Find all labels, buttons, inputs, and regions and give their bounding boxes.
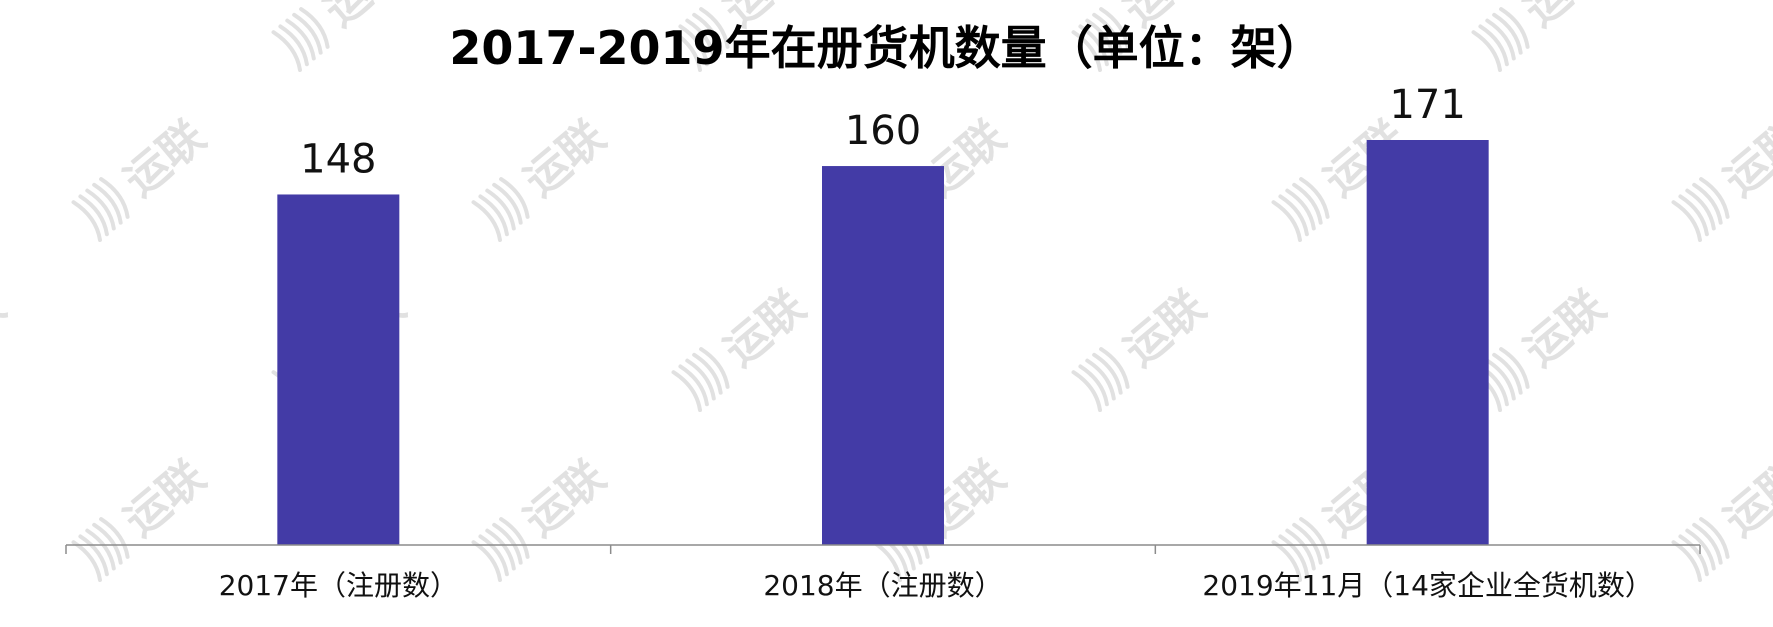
- category-label: 2019年11月（14家企业全货机数）: [1202, 569, 1653, 602]
- yunlian-logo-icon: [471, 177, 530, 242]
- watermark: 运联: [471, 111, 615, 242]
- yunlian-logo-icon: [1671, 177, 1730, 242]
- watermark: 运联: [71, 111, 215, 242]
- watermark: 运联: [471, 451, 615, 582]
- watermark: 运联: [1671, 111, 1773, 242]
- watermark-text: 运联: [0, 281, 15, 377]
- watermark-text: 运联: [715, 281, 815, 377]
- x-axis: [65, 544, 1701, 554]
- yunlian-logo-icon: [471, 517, 530, 582]
- category-label: 2018年（注册数）: [763, 569, 1002, 602]
- yunlian-logo-icon: [671, 7, 730, 72]
- yunlian-logo-icon: [1071, 7, 1130, 72]
- yunlian-logo-icon: [1071, 347, 1130, 412]
- watermark-text: 运联: [0, 0, 15, 37]
- watermark: 运联: [0, 281, 15, 377]
- watermark-text: 运联: [515, 111, 615, 207]
- yunlian-logo-icon: [671, 347, 730, 412]
- watermark-text: 运联: [1115, 281, 1215, 377]
- bars-group: [277, 140, 1489, 546]
- data-label: 171: [1389, 82, 1465, 128]
- yunlian-logo-icon: [1471, 7, 1530, 72]
- bar: [822, 166, 944, 546]
- watermark-text: 运联: [115, 451, 215, 547]
- yunlian-logo-icon: [1271, 177, 1330, 242]
- bar: [1366, 140, 1489, 545]
- watermark-text: 运联: [115, 111, 215, 207]
- yunlian-logo-icon: [71, 177, 130, 242]
- category-label: 2017年（注册数）: [219, 569, 458, 602]
- watermark: 运联: [1471, 281, 1615, 412]
- chart-title: 2017-2019年在册货机数量（单位：架）: [449, 21, 1322, 75]
- data-label: 160: [845, 108, 921, 154]
- watermark: 运联: [0, 0, 15, 37]
- yunlian-logo-icon: [71, 517, 130, 582]
- watermark-text: 运联: [1715, 111, 1773, 207]
- watermark-text: 运联: [315, 0, 415, 37]
- watermark: 运联: [1671, 451, 1773, 582]
- watermark: 运联: [1071, 281, 1215, 412]
- watermark-text: 运联: [1515, 281, 1615, 377]
- watermark-text: 运联: [515, 451, 615, 547]
- bar: [277, 194, 400, 545]
- yunlian-logo-icon: [1671, 517, 1730, 582]
- watermark: 运联: [671, 281, 815, 412]
- watermark-text: 运联: [1715, 451, 1773, 547]
- watermark: 运联: [271, 0, 415, 72]
- watermark: 运联: [71, 451, 215, 582]
- yunlian-logo-icon: [271, 7, 330, 72]
- data-label: 148: [300, 136, 376, 182]
- watermark-text: 运联: [1515, 0, 1615, 37]
- labels-group: 148 2017年（注册数） 160 2018年（注册数） 171 2019年11月（14…: [219, 82, 1653, 602]
- watermark: 运联: [1471, 0, 1615, 72]
